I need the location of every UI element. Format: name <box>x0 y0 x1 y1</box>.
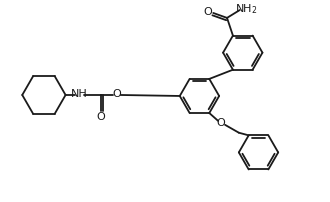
Text: NH$_2$: NH$_2$ <box>235 2 258 16</box>
Text: NH: NH <box>71 89 88 99</box>
Text: O: O <box>203 7 212 17</box>
Text: O: O <box>113 89 121 99</box>
Text: O: O <box>217 118 225 128</box>
Text: O: O <box>97 112 105 122</box>
